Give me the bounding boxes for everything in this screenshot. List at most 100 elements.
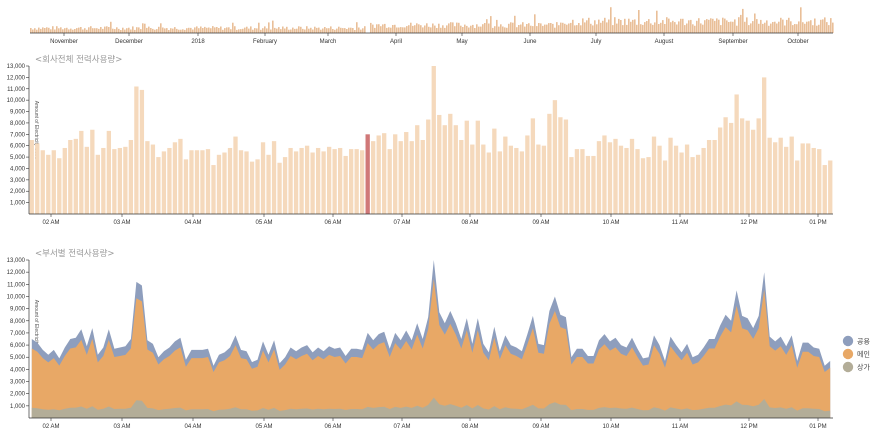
overview-bar	[784, 25, 786, 33]
company-bar	[657, 145, 662, 214]
overview-bar	[328, 28, 330, 33]
overview-bar	[108, 27, 110, 33]
company-bar	[84, 146, 89, 214]
overview-bar	[152, 28, 154, 33]
company-bar	[260, 142, 266, 214]
company-bar	[68, 140, 73, 214]
overview-bar	[760, 19, 762, 33]
overview-bar	[62, 29, 64, 33]
overview-bar	[530, 25, 532, 33]
company-bar	[508, 145, 514, 214]
overview-bar	[336, 28, 338, 33]
overview-bar	[350, 27, 352, 33]
overview-bar	[204, 26, 206, 33]
top-x-tick-label: 07 AM	[393, 220, 410, 226]
company-bar	[525, 135, 530, 214]
overview-bar	[754, 13, 756, 33]
overview-bar	[752, 21, 754, 33]
overview-bar	[64, 28, 66, 33]
company-bar	[398, 141, 403, 214]
overview-bar	[340, 27, 342, 33]
top-x-tick-label: 09 AM	[532, 220, 549, 226]
overview-bar	[770, 23, 772, 33]
overview-bar	[532, 26, 534, 33]
overview-bar	[492, 27, 494, 33]
overview-bar	[406, 26, 408, 33]
overview-bar	[412, 25, 414, 33]
overview-bar	[148, 26, 150, 33]
overview-bar	[344, 28, 346, 33]
area-series-메인	[31, 279, 831, 418]
company-bar	[172, 142, 178, 214]
overview-bar	[348, 27, 350, 33]
overview-bar	[48, 27, 50, 33]
area-series-상가	[31, 397, 831, 418]
overview-bar	[594, 20, 596, 33]
company-bar	[387, 149, 392, 214]
overview-bar	[572, 19, 574, 33]
overview-bar	[254, 28, 256, 33]
overview-bar	[74, 29, 76, 33]
area-y-tick-label: 4,000	[10, 367, 26, 373]
overview-bar	[488, 23, 490, 33]
overview-bar	[140, 29, 142, 33]
company-bar	[541, 145, 547, 214]
company-bar	[161, 151, 167, 214]
overview-bar	[596, 24, 598, 33]
overview-bar	[724, 18, 726, 33]
company-bar	[101, 147, 106, 214]
company-bar	[558, 117, 563, 214]
overview-bar	[370, 22, 372, 33]
overview-bar	[472, 24, 474, 33]
overview-bar	[434, 25, 436, 33]
top-y-tick-label: 2,000	[10, 189, 26, 195]
overview-bar	[684, 25, 686, 33]
overview-bar	[52, 26, 54, 33]
overview-bar	[86, 29, 88, 33]
overview-bar	[676, 24, 678, 33]
overview-bar	[230, 29, 232, 33]
company-bar	[304, 145, 310, 214]
company-bar	[547, 113, 552, 214]
overview-bar	[718, 19, 720, 33]
overview-bar	[830, 18, 832, 33]
overview-bar	[520, 24, 522, 33]
company-bar	[62, 147, 67, 214]
company-bar	[536, 144, 541, 214]
overview-bar	[826, 22, 828, 33]
company-bar	[706, 140, 712, 214]
overview-bar	[514, 15, 516, 34]
overview-bar	[510, 22, 512, 33]
overview-bar	[502, 26, 504, 33]
overview-bar	[508, 23, 510, 33]
overview-bar	[292, 27, 294, 33]
overview-bar	[118, 28, 120, 33]
overview-bar	[318, 27, 320, 33]
overview-timeline[interactable]: November December 2018 February March April Ma…	[30, 7, 834, 45]
overview-bar	[626, 24, 628, 33]
overview-bar	[72, 29, 74, 33]
overview-bar	[478, 26, 480, 33]
overview-tick-label: December	[115, 39, 143, 45]
overview-bar	[738, 17, 740, 33]
company-bar	[95, 154, 100, 214]
overview-bar	[202, 28, 204, 33]
area-x-tick-label: 07 AM	[393, 424, 410, 429]
area-x-tick-label: 03 AM	[113, 424, 130, 429]
overview-bar	[660, 22, 662, 33]
overview-bar	[802, 22, 804, 33]
overview-bar	[228, 27, 230, 33]
overview-bar	[662, 20, 664, 33]
company-bar	[238, 150, 244, 214]
overview-bar	[270, 29, 272, 33]
overview-bar	[210, 28, 212, 33]
overview-bar	[418, 24, 420, 33]
area-x-tick-label: 05 AM	[255, 424, 272, 429]
overview-bar	[544, 24, 546, 33]
overview-bar	[816, 25, 818, 33]
overview-bar	[438, 23, 440, 33]
company-bar	[343, 155, 348, 214]
legend-swatch	[842, 361, 854, 373]
overview-bar	[526, 24, 528, 33]
department-stacked-area-chart: <부서별 전력사용량> 1,000 2,000 3,000 4,000 5,000 6,00…	[7, 248, 833, 429]
